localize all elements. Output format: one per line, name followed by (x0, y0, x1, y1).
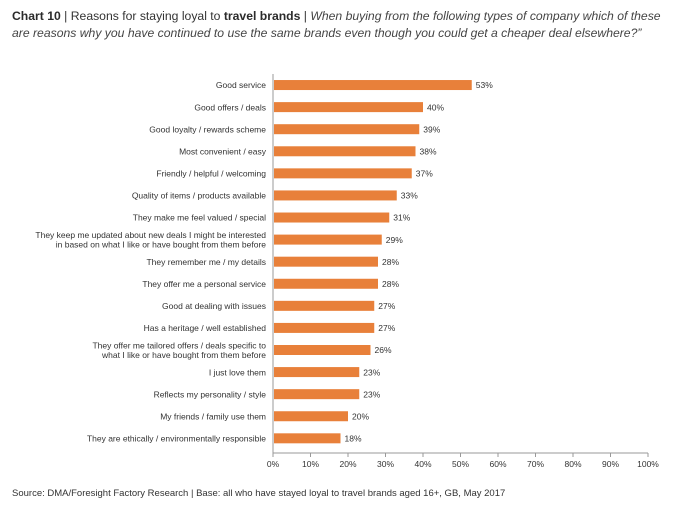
category-label: Most convenient / easy (179, 146, 267, 156)
category-label: I just love them (209, 367, 266, 377)
survey-question: When buying from the following types of … (12, 9, 661, 40)
bar (274, 389, 360, 400)
bar-value-label: 37% (416, 169, 433, 179)
bar-value-label: 31% (393, 213, 410, 223)
bar-value-label: 26% (375, 345, 392, 355)
bar (274, 146, 416, 157)
category-label: what I like or have bought from them bef… (101, 350, 266, 360)
chart-title-subject: travel brands (223, 9, 301, 23)
bar-value-label: 27% (378, 323, 395, 333)
category-label: They remember me / my details (146, 257, 266, 267)
source-note: Source: DMA/Foresight Factory Research |… (12, 488, 506, 499)
bar-value-label: 29% (386, 235, 403, 245)
x-tick-label: 40% (414, 459, 431, 469)
bar (274, 80, 472, 91)
category-label: in based on what I like or have bought f… (56, 240, 267, 250)
bar-value-label: 23% (363, 367, 380, 377)
bar-chart: 53% Good service 40% Good offers / deals 39%… (0, 70, 680, 480)
bar-value-label: 39% (423, 124, 440, 134)
bar (274, 433, 341, 444)
bar (274, 168, 412, 179)
category-label: Quality of items / products available (132, 191, 266, 201)
bar-value-label: 20% (352, 411, 369, 421)
category-label: Good at dealing with issues (162, 301, 266, 311)
bar (274, 278, 378, 289)
category-label: My friends / family use them (160, 411, 266, 421)
bar (274, 190, 397, 201)
bar-value-label: 27% (378, 301, 395, 311)
category-label: Friendly / helpful / welcoming (156, 169, 266, 179)
category-label: Good service (216, 80, 266, 90)
bar (274, 367, 360, 378)
header-separator: | (64, 9, 68, 23)
x-tick-label: 80% (564, 459, 581, 469)
bar-value-label: 40% (427, 102, 444, 112)
bar-value-label: 33% (401, 191, 418, 201)
category-label: Has a heritage / well established (144, 323, 267, 333)
chart-title: Reasons for staying loyal to (70, 9, 221, 23)
bar (274, 345, 371, 355)
x-tick-label: 70% (527, 459, 544, 469)
bar (274, 102, 423, 113)
header-separator-2: | (303, 9, 307, 23)
category-label: Reflects my personality / style (154, 389, 267, 399)
x-tick-label: 100% (637, 459, 659, 469)
bar-chart-svg: 53% Good service 40% Good offers / deals 39%… (35, 74, 659, 469)
bar (274, 322, 375, 333)
bar (274, 411, 348, 422)
category-label: They make me feel valued / special (133, 213, 266, 223)
x-tick-label: 20% (339, 459, 356, 469)
bar (274, 300, 375, 311)
x-tick-label: 30% (377, 459, 394, 469)
x-tick-label: 60% (489, 459, 506, 469)
category-label: Good loyalty / rewards scheme (149, 124, 266, 134)
bar (274, 124, 420, 135)
chart-number: Chart 10 (12, 9, 61, 23)
bar-value-label: 38% (420, 146, 437, 156)
x-tick-label: 0% (267, 459, 280, 469)
category-label: They offer me a personal service (142, 279, 266, 289)
bar-value-label: 28% (382, 257, 399, 267)
bar-value-label: 28% (382, 279, 399, 289)
bar (274, 256, 378, 267)
chart-header: Chart 10 | Reasons for staying loyal to … (12, 8, 668, 42)
x-tick-label: 10% (302, 459, 319, 469)
bar (274, 234, 382, 245)
x-tick-label: 50% (452, 459, 469, 469)
category-label: Good offers / deals (194, 102, 266, 112)
bar-value-label: 53% (476, 80, 493, 90)
bar (274, 212, 390, 223)
category-label: They offer me tailored offers / deals sp… (92, 340, 266, 350)
bar-value-label: 18% (345, 434, 362, 444)
category-label: They are ethically / environmentally res… (87, 434, 266, 444)
category-label: They keep me updated about new deals I m… (35, 230, 266, 240)
bar-value-label: 23% (363, 389, 380, 399)
x-tick-label: 90% (602, 459, 619, 469)
